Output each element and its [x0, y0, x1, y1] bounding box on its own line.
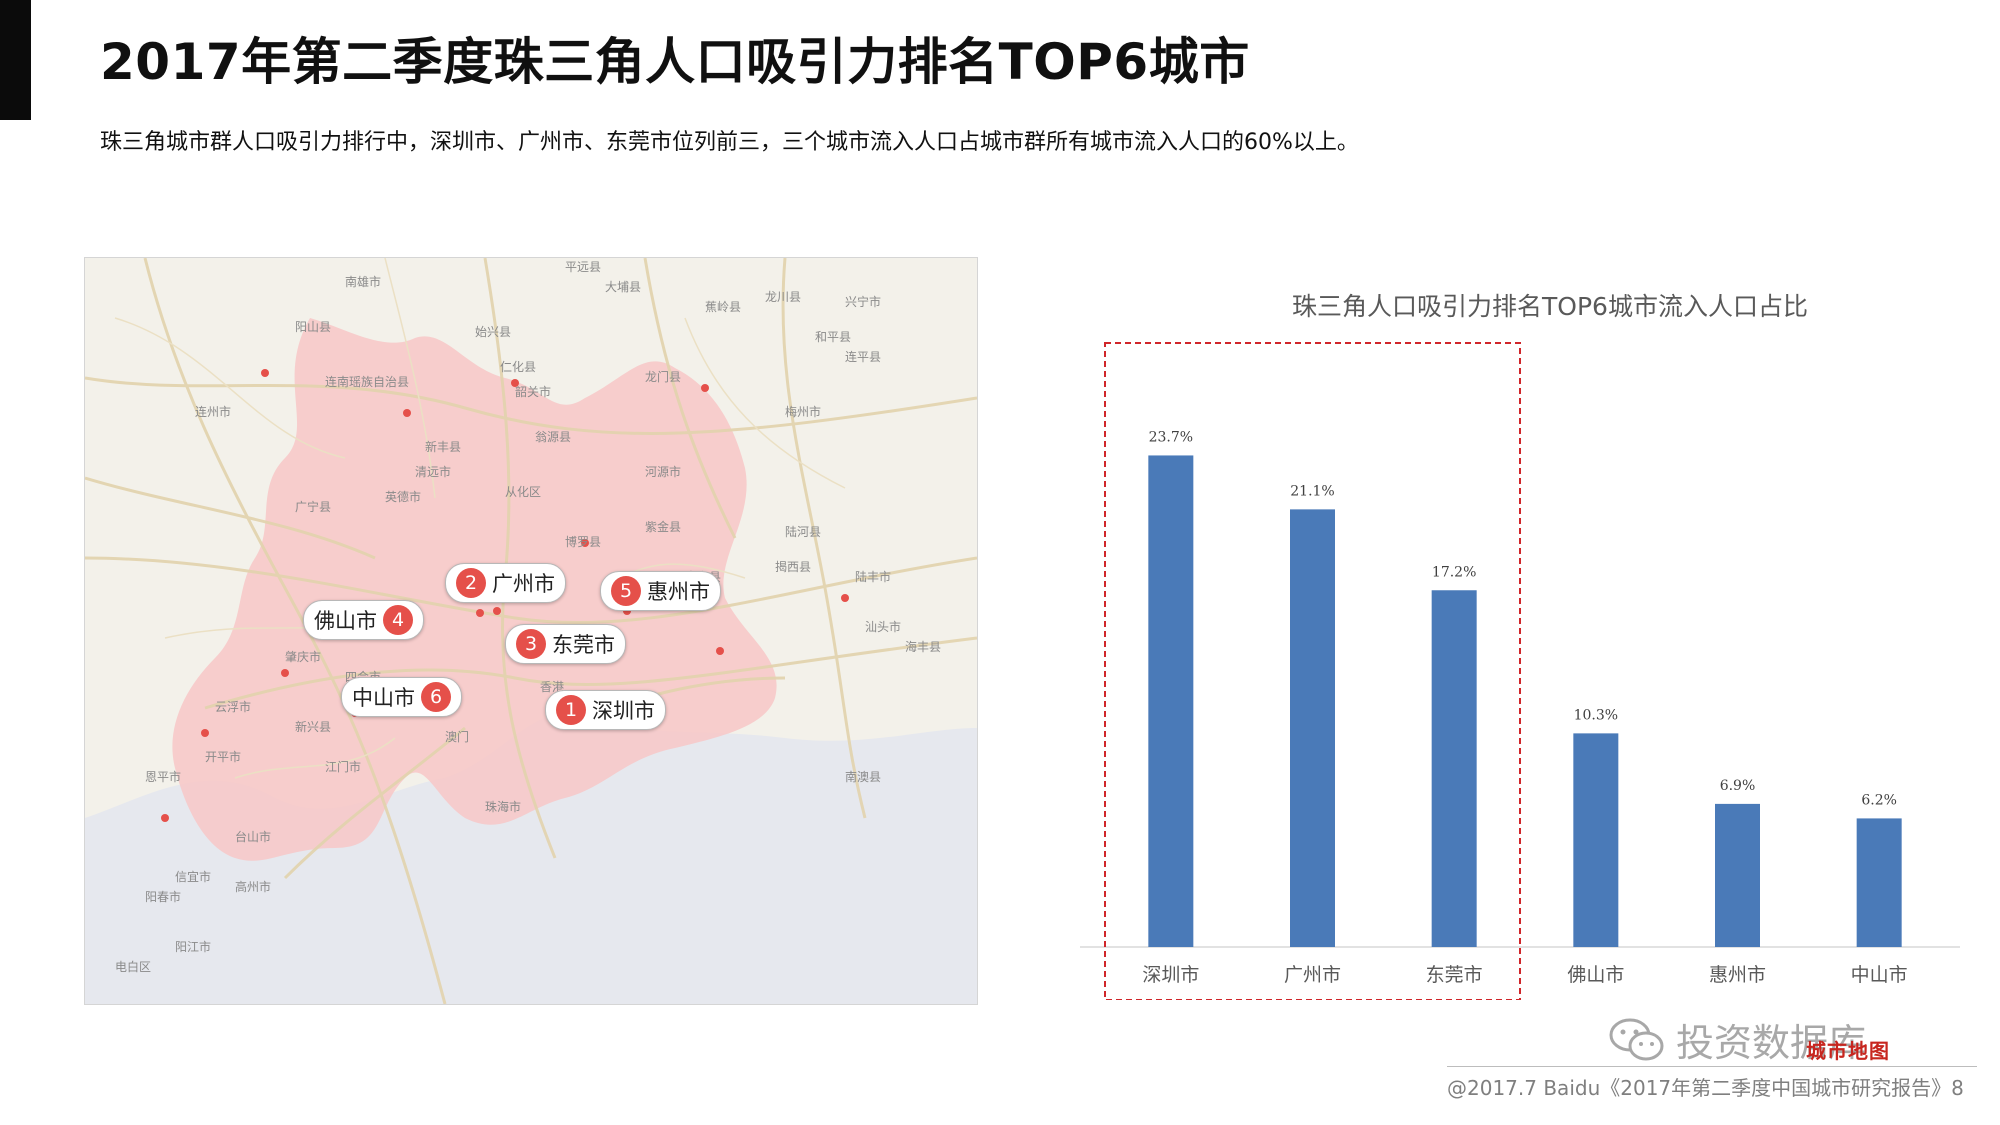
rank-badge: 3	[516, 629, 546, 659]
watermark: 投资数据库	[1608, 1012, 1866, 1067]
map-place-label: 高州市	[235, 880, 272, 894]
map-place-label: 连州市	[195, 405, 232, 419]
bar	[1148, 455, 1194, 947]
category-tick-label: 惠州市	[1709, 964, 1766, 986]
map-place-label: 和平县	[815, 330, 852, 344]
pin-city-label: 佛山市	[314, 609, 377, 633]
bar-value-label: 21.1%	[1290, 483, 1334, 499]
map-place-label: 江门市	[325, 760, 362, 774]
map-place-label: 博罗县	[565, 535, 602, 549]
sea-area	[85, 713, 977, 1004]
category-tick-label: 广州市	[1284, 964, 1341, 986]
bar-value-label: 23.7%	[1149, 429, 1193, 445]
map-place-label: 蕉岭县	[705, 300, 742, 314]
map-place-label: 澳门	[445, 730, 470, 744]
top3-highlight-box	[1104, 342, 1521, 1000]
map-place-label: 南澳县	[845, 770, 882, 784]
map-place-label: 恩平市	[145, 770, 182, 784]
bar	[1290, 509, 1335, 947]
map-place-label: 珠海市	[485, 800, 522, 814]
map-place-label: 信宜市	[175, 870, 212, 884]
chart-title: 珠三角人口吸引力排名TOP6城市流入人口占比	[1292, 292, 1808, 321]
map-place-label: 连平县	[845, 350, 882, 364]
map-place-label: 南雄市	[345, 275, 382, 289]
rank-badge: 2	[456, 568, 486, 598]
map-place-label: 始兴县	[475, 325, 512, 339]
footer-divider	[1447, 1066, 1977, 1067]
map-place-label: 阳江市	[175, 940, 212, 954]
pin-dongguan[interactable]: 3 东莞市	[505, 624, 626, 664]
map-place-label: 揭西县	[775, 560, 812, 574]
map-place-label: 肇庆市	[285, 650, 322, 664]
bar	[1573, 733, 1619, 947]
category-tick-label: 中山市	[1851, 964, 1908, 986]
rank-badge: 6	[421, 682, 451, 712]
pin-city-label: 东莞市	[552, 633, 615, 657]
pin-guangzhou[interactable]: 2 广州市	[445, 563, 566, 603]
bar	[1715, 803, 1760, 947]
pin-city-label: 深圳市	[592, 699, 655, 723]
pin-huizhou[interactable]: 5 惠州市	[600, 571, 721, 611]
map-place-label: 阳春市	[145, 890, 182, 904]
rank-badge: 5	[611, 576, 641, 606]
page-subtitle: 珠三角城市群人口吸引力排行中，深圳市、广州市、东莞市位列前三，三个城市流入人口占…	[100, 130, 1359, 155]
left-accent-bar	[0, 0, 31, 120]
category-tick-label: 深圳市	[1142, 964, 1199, 986]
map-place-label: 新兴县	[295, 720, 332, 734]
pearl-river-delta-map[interactable]: 平远县蕉岭县 大埔县连南瑶族自治县 阳山县连州市 仁化县 始兴县 南雄市龙川县 兴宁市梅州市…	[84, 257, 978, 1005]
map-place-label: 翁源县	[535, 430, 572, 444]
map-place-label: 紫金县	[645, 520, 682, 534]
bar-value-label: 6.9%	[1720, 778, 1756, 794]
pin-shenzhen[interactable]: 1 深圳市	[545, 690, 666, 730]
map-place-label: 连南瑶族自治县	[325, 375, 410, 389]
bar-chart: 23.7% 深圳市 21.1% 广州市 17.2% 东莞市 10.3% 佛山市 6.9% 惠州市 6…	[1080, 342, 1960, 1000]
map-place-label: 云浮市	[215, 700, 252, 714]
map-place-label: 韶关市	[515, 385, 552, 399]
map-place-label: 陆河县	[785, 525, 822, 539]
rank-badge: 1	[556, 695, 586, 725]
pin-city-label: 中山市	[352, 686, 415, 710]
watermark-badge: 城市地图	[1806, 1039, 1890, 1063]
pin-foshan[interactable]: 4 佛山市	[303, 600, 424, 640]
rank-badge: 4	[383, 605, 413, 635]
pin-city-label: 广州市	[492, 572, 555, 596]
map-place-label: 电白区	[115, 960, 152, 974]
category-tick-label: 东莞市	[1426, 964, 1483, 986]
pin-city-label: 惠州市	[647, 580, 710, 604]
map-place-label: 河源市	[645, 465, 682, 479]
map-place-label: 兴宁市	[845, 295, 882, 309]
map-place-label: 汕头市	[865, 620, 902, 634]
map-place-label: 平远县	[565, 260, 602, 274]
bar-value-label: 17.2%	[1432, 564, 1476, 580]
map-place-label: 阳山县	[295, 320, 332, 334]
wechat-icon	[1609, 1018, 1664, 1060]
map-place-label: 大埔县	[605, 280, 642, 294]
map-place-label: 台山市	[235, 830, 272, 844]
map-place-label: 仁化县	[500, 360, 537, 374]
watermark-text: 投资数据库	[1676, 1021, 1867, 1065]
category-tick-label: 佛山市	[1567, 964, 1624, 986]
bar	[1431, 590, 1477, 947]
map-place-label: 新丰县	[425, 440, 462, 454]
map-place-label: 陆丰市	[855, 570, 892, 584]
bar	[1856, 818, 1902, 947]
map-place-label: 龙川县	[765, 290, 802, 304]
map-place-label: 从化区	[505, 485, 542, 499]
pin-zhongshan[interactable]: 6 中山市	[341, 677, 462, 717]
map-place-label: 梅州市	[785, 405, 822, 419]
bar-value-label: 6.2%	[1861, 792, 1897, 808]
map-place-label: 龙门县	[645, 370, 682, 384]
map-place-label: 广宁县	[295, 500, 332, 514]
map-place-label: 清远市	[415, 465, 452, 479]
map-place-label: 英德市	[385, 490, 422, 504]
minor-roads	[114, 258, 846, 779]
map-place-label: 海丰县	[905, 640, 942, 654]
source-citation: @2017.7 Baidu《2017年第二季度中国城市研究报告》8	[1447, 1076, 1964, 1100]
page-title: 2017年第二季度珠三角人口吸引力排名TOP6城市	[100, 33, 1250, 91]
bar-value-label: 10.3%	[1574, 707, 1618, 723]
map-canvas	[85, 258, 977, 1004]
map-place-label: 开平市	[205, 750, 242, 764]
